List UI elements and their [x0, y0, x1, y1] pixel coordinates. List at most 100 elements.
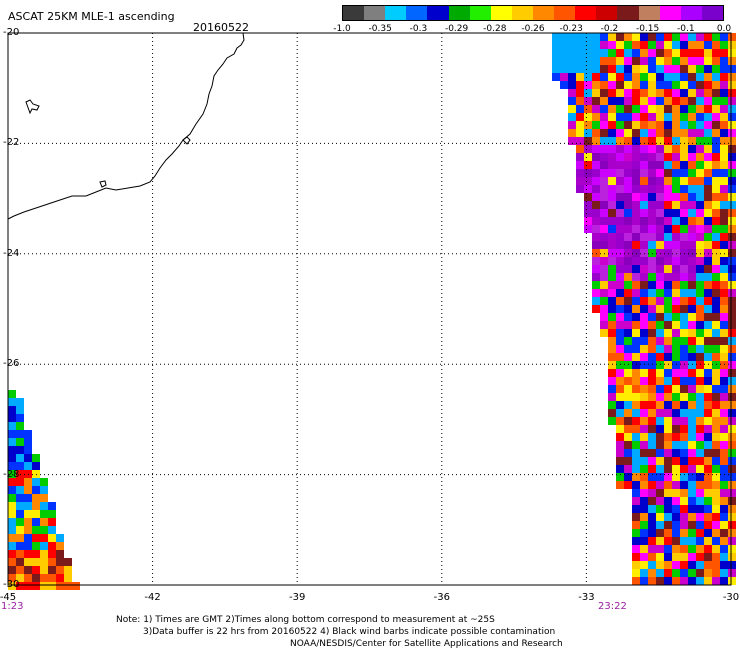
data-cell	[568, 57, 576, 65]
data-cell	[720, 457, 728, 465]
data-cell	[680, 137, 688, 145]
data-cell	[576, 73, 584, 81]
data-cell	[568, 137, 576, 145]
data-cell	[632, 225, 640, 233]
data-cell	[728, 497, 736, 505]
data-cell	[648, 385, 656, 393]
data-cell	[648, 273, 656, 281]
data-cell	[648, 153, 656, 161]
data-cell	[664, 385, 672, 393]
data-cell	[16, 486, 24, 494]
data-cell	[664, 209, 672, 217]
data-cell	[696, 481, 704, 489]
data-cell	[712, 473, 720, 481]
data-cell	[728, 329, 736, 337]
data-cell	[640, 217, 648, 225]
data-cell	[40, 558, 48, 566]
data-cell	[728, 489, 736, 497]
data-cell	[608, 121, 616, 129]
data-cell	[728, 529, 736, 537]
data-cell	[664, 113, 672, 121]
data-cell	[648, 449, 656, 457]
data-cell	[576, 97, 584, 105]
data-cell	[632, 129, 640, 137]
data-cell	[568, 89, 576, 97]
data-cell	[600, 289, 608, 297]
data-cell	[8, 398, 16, 406]
data-cell	[608, 257, 616, 265]
data-cell	[40, 550, 48, 558]
data-cell	[632, 353, 640, 361]
data-cell	[640, 193, 648, 201]
data-cell	[16, 478, 24, 486]
data-cell	[648, 41, 656, 49]
data-cell	[24, 502, 32, 510]
colorbar-segment	[343, 6, 365, 20]
data-cell	[632, 529, 640, 537]
data-cell	[704, 161, 712, 169]
data-cell	[624, 81, 632, 89]
data-cell	[728, 393, 736, 401]
data-cell	[672, 273, 680, 281]
data-cell	[672, 89, 680, 97]
data-cell	[592, 257, 600, 265]
data-cell	[704, 561, 712, 569]
data-cell	[600, 153, 608, 161]
data-cell	[560, 41, 568, 49]
data-cell	[712, 417, 720, 425]
data-cell	[624, 473, 632, 481]
data-cell	[24, 510, 32, 518]
data-cell	[568, 129, 576, 137]
data-cell	[712, 425, 720, 433]
data-cell	[584, 177, 592, 185]
data-cell	[640, 137, 648, 145]
data-cell	[576, 49, 584, 57]
data-cell	[656, 81, 664, 89]
data-cell	[624, 65, 632, 73]
data-cell	[688, 209, 696, 217]
data-cell	[696, 449, 704, 457]
data-cell	[664, 441, 672, 449]
data-cell	[656, 497, 664, 505]
data-cell	[680, 65, 688, 73]
data-cell	[648, 393, 656, 401]
data-cell	[8, 518, 16, 526]
data-cell	[696, 577, 704, 585]
data-cell	[608, 281, 616, 289]
data-cell	[568, 41, 576, 49]
data-cell	[648, 145, 656, 153]
data-cell	[624, 409, 632, 417]
data-cell	[680, 329, 688, 337]
data-cell	[712, 513, 720, 521]
data-cell	[680, 81, 688, 89]
data-cell	[712, 49, 720, 57]
data-cell	[664, 73, 672, 81]
data-cell	[680, 177, 688, 185]
data-cell	[696, 529, 704, 537]
data-cell	[640, 209, 648, 217]
data-cell	[632, 81, 640, 89]
data-cell	[648, 577, 656, 585]
data-cell	[728, 57, 736, 65]
data-cell	[640, 305, 648, 313]
data-cell	[688, 577, 696, 585]
data-cell	[688, 457, 696, 465]
data-cell	[600, 225, 608, 233]
data-cell	[688, 201, 696, 209]
data-cell	[600, 305, 608, 313]
data-cell	[632, 41, 640, 49]
data-cell	[704, 513, 712, 521]
data-cell	[680, 385, 688, 393]
data-cell	[608, 313, 616, 321]
data-cell	[24, 574, 32, 582]
data-cell	[680, 217, 688, 225]
data-cell	[704, 313, 712, 321]
data-cell	[728, 401, 736, 409]
data-cell	[664, 137, 672, 145]
data-cell	[568, 113, 576, 121]
data-cell	[720, 361, 728, 369]
data-cell	[720, 385, 728, 393]
data-cell	[728, 377, 736, 385]
data-cell	[40, 566, 48, 574]
data-cell	[592, 89, 600, 97]
